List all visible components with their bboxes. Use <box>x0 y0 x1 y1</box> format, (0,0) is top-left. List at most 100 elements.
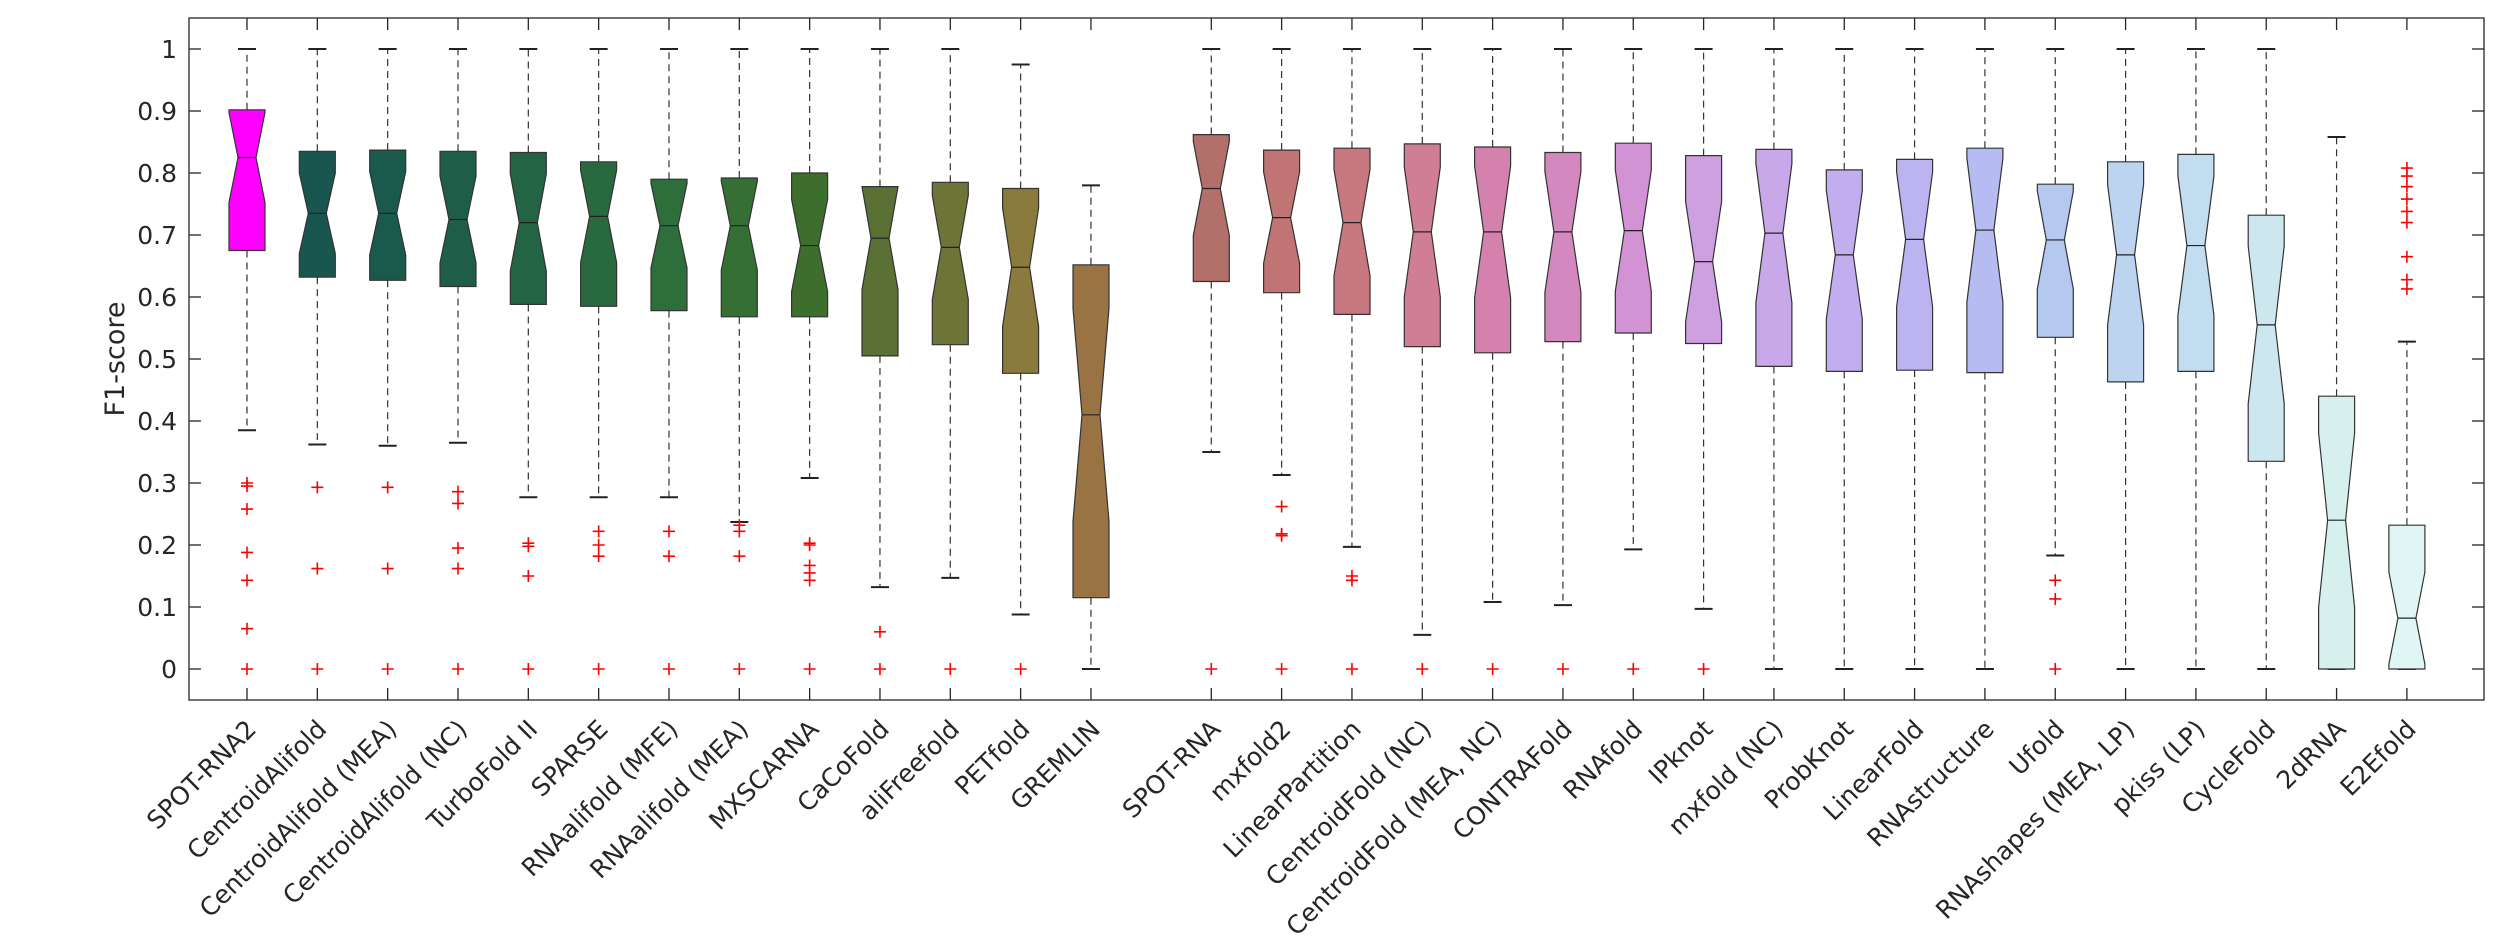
box-body <box>1966 147 2004 374</box>
box-5 <box>579 48 618 675</box>
box-21 <box>1755 48 1793 670</box>
box-body <box>2247 214 2285 462</box>
outlier-marker <box>1697 663 1710 675</box>
outlier-marker <box>2400 282 2413 295</box>
y-tick-label: 0.9 <box>137 97 177 126</box>
box-body <box>1473 146 1512 354</box>
box-11 <box>1001 63 1040 675</box>
box-16 <box>1403 48 1441 675</box>
box-30 <box>2388 162 2426 670</box>
outlier-marker <box>1627 663 1640 675</box>
box-body <box>861 186 899 357</box>
box-body <box>1825 169 1863 372</box>
outlier-marker <box>662 550 675 563</box>
outlier-marker <box>1556 663 1569 675</box>
box-23 <box>1895 48 1934 670</box>
outlier-marker <box>2400 193 2413 206</box>
box-body <box>650 178 688 312</box>
box-body <box>1895 158 1934 371</box>
box-9 <box>861 48 899 675</box>
outlier-marker <box>311 562 324 575</box>
y-tick-label: 0.5 <box>137 345 177 374</box>
box-series <box>228 48 2426 675</box>
box-body <box>509 151 547 305</box>
outlier-marker <box>733 550 746 563</box>
box-25 <box>2036 48 2074 675</box>
outlier-marker <box>451 663 464 675</box>
outlier-marker <box>662 663 675 675</box>
outlier-marker <box>803 663 816 675</box>
outlier-marker <box>1345 574 1358 587</box>
outlier-marker <box>381 663 394 675</box>
outlier-marker <box>2400 170 2413 183</box>
y-tick-label: 0 <box>161 655 177 684</box>
y-tick-label: 0.8 <box>137 159 177 188</box>
box-0 <box>228 48 266 675</box>
box-13 <box>1192 48 1230 675</box>
box-body <box>1001 187 1040 374</box>
outlier-marker <box>241 546 253 559</box>
outlier-marker <box>2049 663 2062 675</box>
box-8 <box>790 48 829 675</box>
box-10 <box>931 48 969 675</box>
box-body <box>1072 264 1110 599</box>
box-body <box>1544 151 1582 343</box>
outlier-marker <box>311 481 324 494</box>
box-1 <box>298 48 336 675</box>
outlier-marker <box>2049 574 2062 587</box>
box-24 <box>1966 48 2004 670</box>
box-body <box>931 181 969 346</box>
box-15 <box>1333 48 1371 675</box>
box-26 <box>2107 48 2145 670</box>
outlier-marker <box>592 525 605 538</box>
plot-area <box>188 17 2485 701</box>
outlier-marker <box>1416 663 1429 675</box>
box-body <box>1614 142 1652 334</box>
y-tick-label: 1 <box>161 35 177 64</box>
outlier-marker <box>803 539 816 551</box>
y-tick-label: 0.3 <box>137 469 177 498</box>
outlier-marker <box>241 663 253 675</box>
outlier-marker <box>1205 663 1218 675</box>
box-19 <box>1614 48 1652 675</box>
y-tick-label: 0.4 <box>137 407 177 436</box>
outlier-marker <box>592 539 605 551</box>
box-body <box>298 150 336 278</box>
outlier-marker <box>451 542 464 555</box>
y-tick-label: 0.7 <box>137 221 177 250</box>
outlier-marker <box>381 481 394 494</box>
box-29 <box>2318 136 2356 670</box>
box-2 <box>369 48 407 675</box>
outlier-marker <box>241 574 253 587</box>
box-20 <box>1684 48 1723 675</box>
outlier-marker <box>873 625 886 638</box>
box-body <box>790 172 829 318</box>
outlier-marker <box>1014 663 1027 675</box>
box-body <box>1403 143 1441 348</box>
box-7 <box>720 48 758 675</box>
box-body <box>1262 149 1301 294</box>
box-body <box>2177 153 2215 372</box>
box-body <box>369 149 407 281</box>
outlier-marker <box>1486 663 1499 675</box>
box-22 <box>1825 48 1863 670</box>
box-body <box>2036 183 2074 338</box>
outlier-marker <box>592 663 605 675</box>
box-body <box>720 177 758 318</box>
outlier-marker <box>381 562 394 575</box>
box-6 <box>650 48 688 675</box>
outlier-marker <box>733 663 746 675</box>
y-axis-label: F1-score <box>100 301 131 416</box>
outlier-marker <box>522 663 535 675</box>
box-body <box>2388 524 2426 670</box>
outlier-marker <box>2400 205 2413 218</box>
outlier-marker <box>241 480 253 493</box>
y-tick-label: 0.2 <box>137 531 177 560</box>
outlier-marker <box>592 550 605 563</box>
box-body <box>2318 395 2356 670</box>
box-body <box>2107 161 2145 383</box>
y-tick-label: 0.6 <box>137 283 177 312</box>
box-body <box>1333 147 1371 315</box>
outlier-marker <box>733 525 746 538</box>
outlier-marker <box>944 663 957 675</box>
